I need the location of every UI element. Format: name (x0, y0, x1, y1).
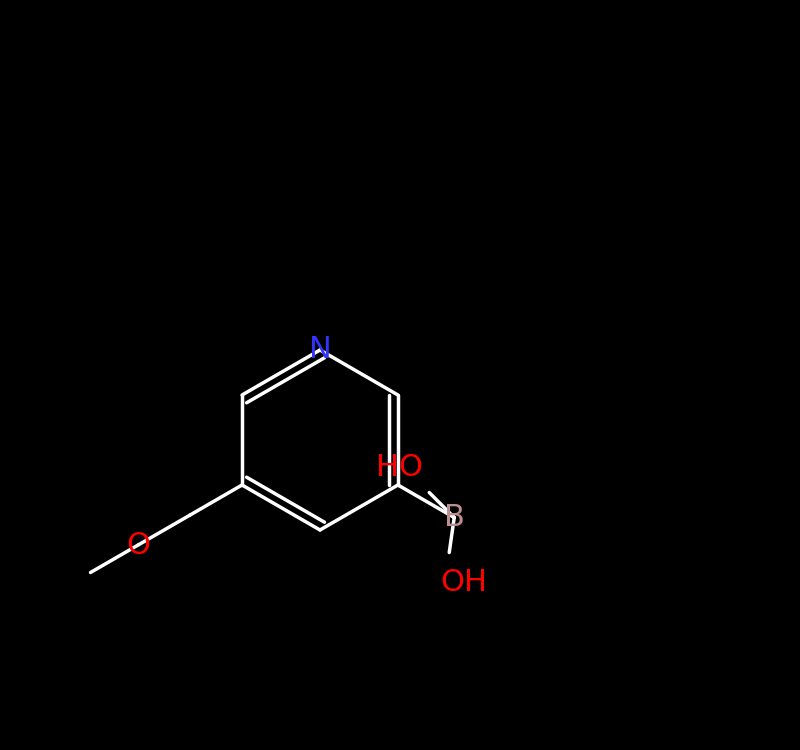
Text: HO: HO (376, 453, 422, 482)
Text: B: B (444, 503, 465, 532)
Text: N: N (309, 335, 331, 364)
Text: OH: OH (441, 568, 488, 597)
Text: O: O (126, 530, 150, 560)
